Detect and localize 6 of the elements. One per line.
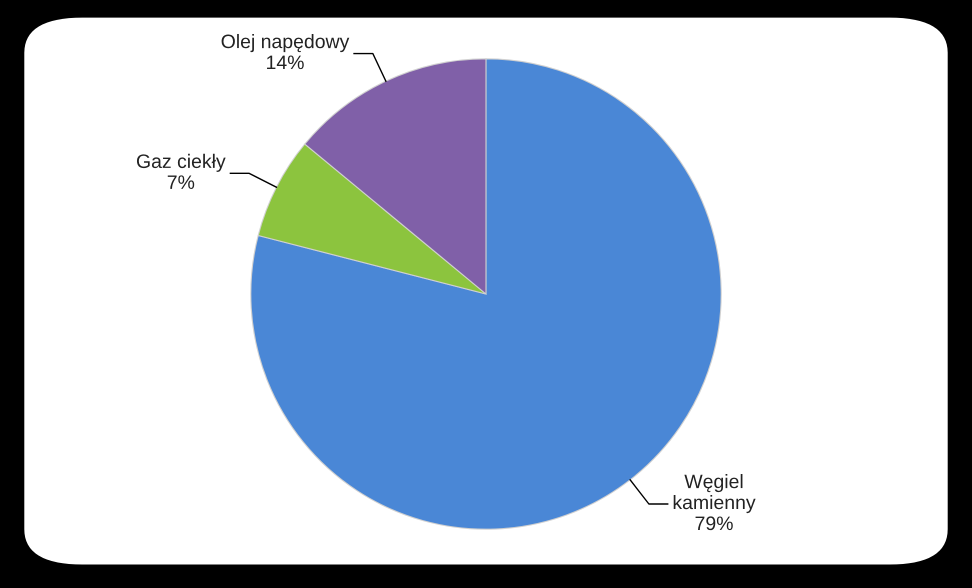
slice-label: Gaz ciekły: [136, 154, 226, 172]
slice-label: Węgiel kamienny: [674, 474, 756, 514]
slice-label: Olej napędowy: [222, 34, 350, 52]
data-label: 7%: [168, 175, 194, 189]
data-label: 14%: [267, 56, 304, 70]
data-label: 79%: [696, 516, 733, 530]
